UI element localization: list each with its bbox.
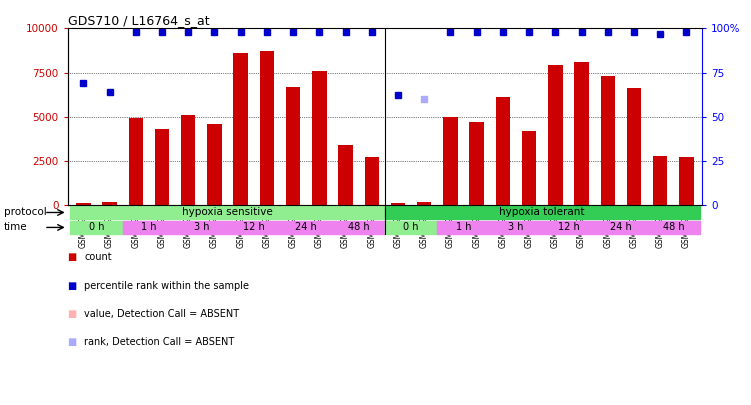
Text: 0 h: 0 h — [403, 222, 419, 232]
Bar — [175, 221, 228, 234]
Bar — [207, 124, 222, 205]
Text: hypoxia tolerant: hypoxia tolerant — [499, 207, 585, 217]
Text: hypoxia sensitive: hypoxia sensitive — [182, 207, 273, 217]
Text: ■: ■ — [68, 252, 77, 262]
Text: percentile rank within the sample: percentile rank within the sample — [84, 281, 249, 290]
Text: count: count — [84, 252, 112, 262]
Bar — [280, 221, 333, 234]
Text: rank, Detection Call = ABSENT: rank, Detection Call = ABSENT — [84, 337, 234, 347]
Text: GDS710 / L16764_s_at: GDS710 / L16764_s_at — [68, 14, 210, 27]
Text: ■: ■ — [68, 281, 77, 290]
Text: 3 h: 3 h — [194, 222, 209, 232]
Bar — [155, 129, 169, 205]
Bar — [339, 145, 353, 205]
Bar — [286, 87, 300, 205]
Text: time: time — [4, 222, 27, 232]
Bar — [496, 97, 510, 205]
Bar — [391, 203, 406, 205]
Bar — [542, 221, 595, 234]
Bar — [122, 221, 175, 234]
Bar — [548, 66, 562, 205]
Bar — [601, 76, 615, 205]
Bar — [437, 221, 490, 234]
Bar — [76, 203, 91, 205]
Bar — [627, 88, 641, 205]
Bar — [647, 221, 700, 234]
Bar — [364, 157, 379, 205]
Text: 12 h: 12 h — [243, 222, 264, 232]
Text: protocol: protocol — [4, 207, 47, 217]
Bar — [70, 206, 385, 219]
Text: ■: ■ — [68, 309, 77, 319]
Bar — [385, 206, 700, 219]
Bar — [490, 221, 542, 234]
Text: 48 h: 48 h — [348, 222, 369, 232]
Bar — [234, 53, 248, 205]
Bar — [128, 117, 143, 205]
Bar — [181, 115, 195, 205]
Text: 3 h: 3 h — [508, 222, 523, 232]
Bar — [522, 131, 536, 205]
Text: ■: ■ — [68, 337, 77, 347]
Bar — [469, 122, 484, 205]
Text: 1 h: 1 h — [456, 222, 472, 232]
Bar — [417, 202, 431, 205]
Text: 12 h: 12 h — [557, 222, 579, 232]
Bar — [653, 156, 668, 205]
Bar — [312, 71, 327, 205]
Text: 48 h: 48 h — [662, 222, 684, 232]
Bar — [385, 221, 437, 234]
Text: 24 h: 24 h — [610, 222, 632, 232]
Bar — [333, 221, 385, 234]
Text: 24 h: 24 h — [295, 222, 317, 232]
Bar — [595, 221, 647, 234]
Bar — [679, 157, 694, 205]
Bar — [70, 221, 122, 234]
Bar — [260, 51, 274, 205]
Text: 0 h: 0 h — [89, 222, 104, 232]
Bar — [228, 221, 280, 234]
Bar — [102, 202, 116, 205]
Text: value, Detection Call = ABSENT: value, Detection Call = ABSENT — [84, 309, 240, 319]
Text: 1 h: 1 h — [141, 222, 157, 232]
Bar — [443, 117, 457, 205]
Bar — [575, 62, 589, 205]
